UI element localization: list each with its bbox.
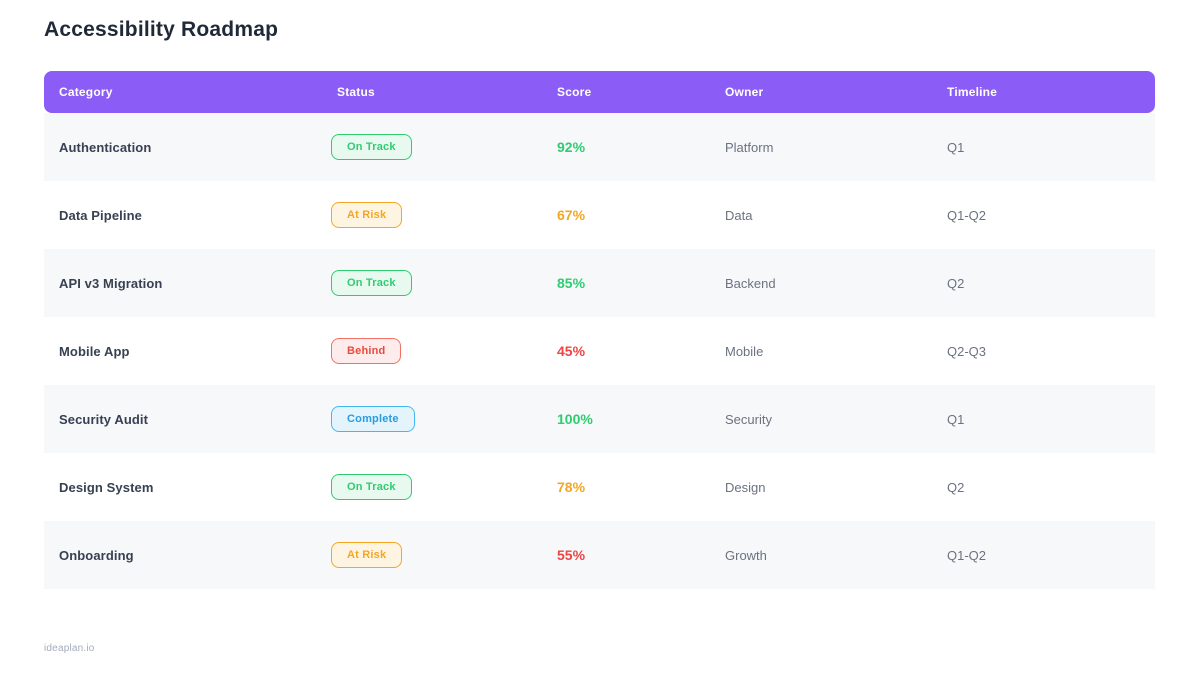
- column-header-score: Score: [557, 85, 592, 99]
- column-header-status: Status: [337, 85, 375, 99]
- table-row: Design System On Track 78% Design Q2: [44, 453, 1155, 521]
- cell-score: 45%: [557, 343, 586, 359]
- column-header-category: Category: [59, 85, 113, 99]
- status-badge: Behind: [331, 338, 402, 364]
- cell-status: On Track: [331, 134, 557, 160]
- cell-category: Data Pipeline: [59, 207, 142, 223]
- cell-timeline: Q1: [947, 411, 965, 427]
- cell-category: Onboarding: [59, 547, 134, 563]
- cell-status: At Risk: [331, 202, 557, 228]
- roadmap-table: Category Status Score Owner Timeline Aut…: [44, 71, 1155, 589]
- cell-owner: Mobile: [725, 343, 764, 359]
- cell-category: API v3 Migration: [59, 275, 163, 291]
- cell-score: 67%: [557, 207, 586, 223]
- cell-score: 55%: [557, 547, 586, 563]
- cell-timeline: Q1-Q2: [947, 207, 987, 223]
- status-badge: At Risk: [331, 202, 403, 228]
- cell-owner: Data: [725, 207, 753, 223]
- cell-score: 85%: [557, 275, 586, 291]
- cell-score: 78%: [557, 479, 586, 495]
- cell-owner: Security: [725, 411, 772, 427]
- table-body: Authentication On Track 92% Platform Q1 …: [44, 113, 1155, 589]
- table-row: Security Audit Complete 100% Security Q1: [44, 385, 1155, 453]
- cell-status: Complete: [331, 406, 557, 432]
- cell-owner: Backend: [725, 275, 776, 291]
- cell-timeline: Q2-Q3: [947, 343, 987, 359]
- table-header-row: Category Status Score Owner Timeline: [44, 71, 1155, 113]
- cell-category: Design System: [59, 479, 154, 495]
- cell-status: Behind: [331, 338, 557, 364]
- cell-category: Authentication: [59, 139, 152, 155]
- table-row: Onboarding At Risk 55% Growth Q1-Q2: [44, 521, 1155, 589]
- table-row: API v3 Migration On Track 85% Backend Q2: [44, 249, 1155, 317]
- cell-timeline: Q1: [947, 139, 965, 155]
- cell-score: 92%: [557, 139, 586, 155]
- cell-category: Mobile App: [59, 343, 130, 359]
- cell-status: On Track: [331, 270, 557, 296]
- status-badge: At Risk: [331, 542, 403, 568]
- column-header-owner: Owner: [725, 85, 764, 99]
- footer-brand: ideaplan.io: [44, 643, 95, 654]
- column-header-timeline: Timeline: [947, 85, 998, 99]
- status-badge: On Track: [331, 474, 412, 500]
- cell-status: At Risk: [331, 542, 557, 568]
- status-badge: Complete: [331, 406, 415, 432]
- cell-category: Security Audit: [59, 411, 149, 427]
- table-row: Mobile App Behind 45% Mobile Q2-Q3: [44, 317, 1155, 385]
- cell-owner: Platform: [725, 139, 774, 155]
- cell-timeline: Q2: [947, 479, 965, 495]
- page-title: Accessibility Roadmap: [44, 18, 279, 41]
- table-row: Authentication On Track 92% Platform Q1: [44, 113, 1155, 181]
- status-badge: On Track: [331, 134, 412, 160]
- cell-owner: Growth: [725, 547, 767, 563]
- cell-status: On Track: [331, 474, 557, 500]
- table-row: Data Pipeline At Risk 67% Data Q1-Q2: [44, 181, 1155, 249]
- status-badge: On Track: [331, 270, 412, 296]
- cell-timeline: Q1-Q2: [947, 547, 987, 563]
- cell-timeline: Q2: [947, 275, 965, 291]
- cell-owner: Design: [725, 479, 766, 495]
- cell-score: 100%: [557, 411, 593, 427]
